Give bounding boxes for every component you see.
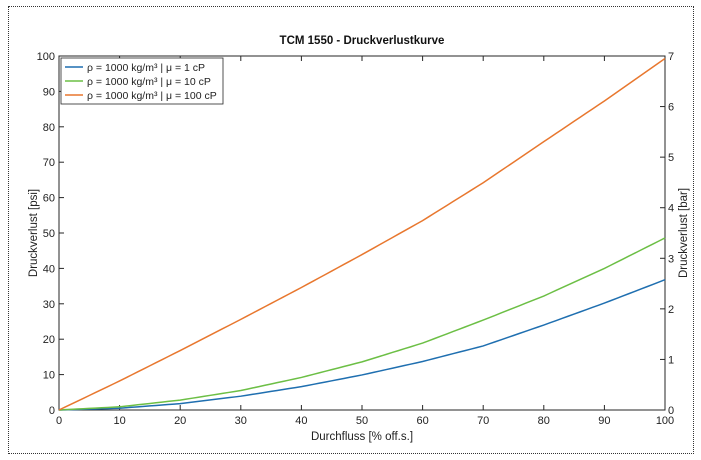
legend: ρ = 1000 kg/m³ | μ = 1 cP ρ = 1000 kg/m³ … (60, 57, 224, 105)
y2-tick-label: 7 (668, 51, 674, 63)
chart-title: TCM 1550 - Druckverlustkurve (280, 35, 445, 47)
x-tick-label: 20 (174, 415, 186, 427)
y-tick-label: 70 (43, 157, 55, 169)
y-tick-label: 60 (43, 193, 55, 205)
x-tick-label: 80 (538, 415, 550, 427)
figure-frame (8, 6, 694, 454)
y-tick-label: 90 (43, 86, 55, 98)
legend-label-1: ρ = 1000 kg/m³ | μ = 10 cP (87, 76, 211, 88)
x-tick-label: 0 (56, 415, 62, 427)
y-tick-label: 50 (43, 228, 55, 240)
series-line-2 (58, 57, 666, 411)
y-tick-label: 40 (43, 263, 55, 275)
y-tick-label: 80 (43, 122, 55, 134)
y-axis-label: Druckverlust [psi] (28, 189, 40, 277)
plot-area (58, 55, 666, 411)
y-tick-label: 30 (43, 299, 55, 311)
y-tick-label: 100 (37, 51, 55, 63)
x-axis-label: Durchfluss [% off.s.] (311, 431, 413, 443)
series-line-1 (58, 237, 666, 411)
y2-tick-label: 0 (668, 405, 674, 417)
y2-tick-label: 5 (668, 152, 674, 164)
x-tick-label: 70 (477, 415, 489, 427)
y2-tick-label: 2 (668, 304, 674, 316)
x-tick-label: 60 (416, 415, 428, 427)
y-tick-label: 20 (43, 334, 55, 346)
y2-tick-label: 6 (668, 102, 674, 114)
series-line-0 (58, 279, 666, 411)
legend-box (60, 57, 224, 105)
x-tick-label: 90 (598, 415, 610, 427)
axis-ticks: 0 10 20 30 40 50 60 70 80 90 100010203040506070809… (37, 51, 675, 427)
x-tick-label: 10 (113, 415, 125, 427)
series-lines (58, 57, 666, 411)
y-tick-label: 10 (43, 370, 55, 382)
x-tick-label: 100 (656, 415, 674, 427)
y2-tick-label: 3 (668, 253, 674, 265)
legend-label-0: ρ = 1000 kg/m³ | μ = 1 cP (87, 62, 205, 74)
legend-label-2: ρ = 1000 kg/m³ | μ = 100 cP (87, 90, 217, 102)
y-tick-label: 0 (49, 405, 55, 417)
y2-tick-label: 1 (668, 354, 674, 366)
y2-axis-label: Druckverlust [bar] (678, 188, 690, 278)
y2-tick-label: 4 (668, 203, 674, 215)
x-tick-label: 30 (235, 415, 247, 427)
x-tick-label: 50 (356, 415, 368, 427)
x-tick-label: 40 (295, 415, 307, 427)
